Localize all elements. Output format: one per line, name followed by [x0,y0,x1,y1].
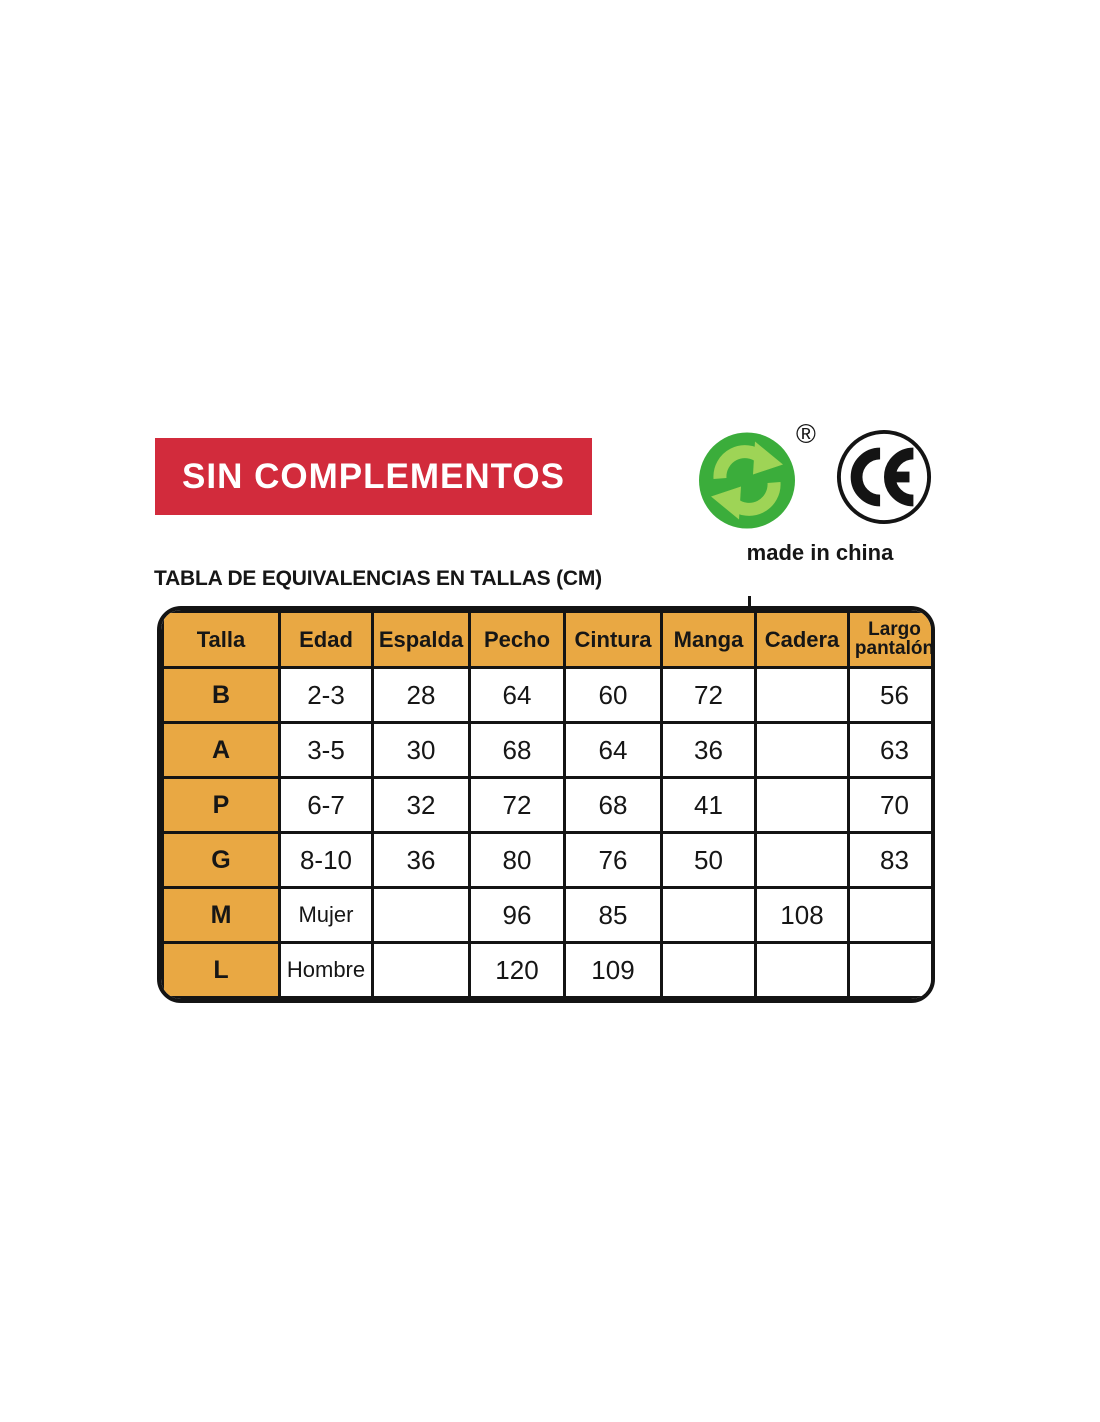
table-row-g: G 8-10 36 80 76 50 83 [161,831,931,889]
value-cell: 96 [468,886,566,944]
stray-tick-mark [748,596,751,607]
column-header-cadera: Cadera [754,610,850,669]
header-row: Talla Edad Espalda Pecho Cintura Manga C… [161,610,931,669]
value-cell: 60 [563,666,663,724]
row-label: G [161,831,281,889]
column-header-espalda: Espalda [371,610,471,669]
value-cell: 76 [563,831,663,889]
value-cell [754,666,850,724]
size-table: Talla Edad Espalda Pecho Cintura Manga C… [157,606,935,1003]
value-cell: 36 [660,721,757,779]
value-cell: 68 [468,721,566,779]
table-row-m: M Mujer 96 85 108 [161,886,931,944]
row-label: P [161,776,281,834]
value-cell: 41 [660,776,757,834]
value-cell: Mujer [278,886,374,944]
value-cell [660,941,757,999]
value-cell [754,941,850,999]
value-cell: 64 [563,721,663,779]
value-cell: 72 [660,666,757,724]
value-cell: 108 [754,886,850,944]
value-cell [847,941,931,999]
green-dot-icon [699,432,795,529]
value-cell: 8-10 [278,831,374,889]
value-cell: Hombre [278,941,374,999]
value-cell: 109 [563,941,663,999]
value-cell [371,886,471,944]
product-banner: SIN COMPLEMENTOS [155,438,592,515]
row-label: B [161,666,281,724]
value-cell: 64 [468,666,566,724]
value-cell [847,886,931,944]
column-header-pecho: Pecho [468,610,566,669]
value-cell: 36 [371,831,471,889]
value-cell: 50 [660,831,757,889]
value-cell: 30 [371,721,471,779]
registered-trademark-icon: ® [796,419,816,449]
row-label: A [161,721,281,779]
row-label: L [161,941,281,999]
made-in-china-label: made in china [746,540,894,565]
value-cell [754,776,850,834]
value-cell [371,941,471,999]
value-cell: 83 [847,831,931,889]
value-cell: 85 [563,886,663,944]
value-cell: 2-3 [278,666,374,724]
row-label: M [161,886,281,944]
table-row-b: B 2-3 28 64 60 72 56 [161,666,931,724]
value-cell: 120 [468,941,566,999]
value-cell: 63 [847,721,931,779]
ce-mark-icon [836,429,932,525]
value-cell: 56 [847,666,931,724]
value-cell: 3-5 [278,721,374,779]
value-cell: 68 [563,776,663,834]
column-header-cintura: Cintura [563,610,663,669]
column-header-manga: Manga [660,610,757,669]
size-table-title: TABLA DE EQUIVALENCIAS EN TALLAS (CM) [154,567,602,590]
value-cell [754,831,850,889]
column-header-talla: Talla [161,610,281,669]
banner-label: SIN COMPLEMENTOS [182,456,565,496]
value-cell [660,886,757,944]
value-cell: 32 [371,776,471,834]
value-cell: 6-7 [278,776,374,834]
value-cell: 70 [847,776,931,834]
value-cell: 72 [468,776,566,834]
table-row-p: P 6-7 32 72 68 41 70 [161,776,931,834]
table-row-l: L Hombre 120 109 [161,941,931,999]
value-cell: 28 [371,666,471,724]
column-header-edad: Edad [278,610,374,669]
table-row-a: A 3-5 30 68 64 36 63 [161,721,931,779]
value-cell [754,721,850,779]
value-cell: 80 [468,831,566,889]
column-header-largo-pantalon: Largo pantalón [847,610,931,669]
